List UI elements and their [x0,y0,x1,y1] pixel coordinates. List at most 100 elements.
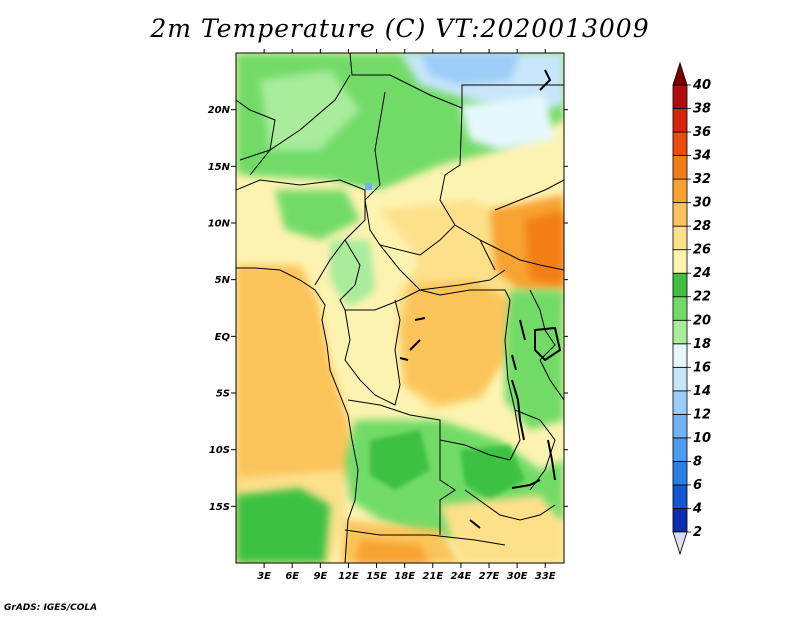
colorbar-label: 18 [693,337,711,352]
colorbar-segment [672,366,688,392]
congo-gabon-border [344,299,401,406]
x-tick-label: 21E [422,571,443,582]
x-tick-label: 6E [285,571,299,582]
colorbar-segment [672,202,688,227]
namibia-hot-region [355,540,430,563]
colorbar-label: 22 [693,290,711,305]
libya-egypt-border [349,53,463,109]
cameroon-green-region [330,240,375,310]
east-africa-green-region [505,290,564,430]
atlantic-warm-region [236,265,355,495]
colorbar-label: 36 [693,125,711,140]
colorbar-label: 2 [693,525,702,540]
angola-zambia-border [439,440,456,535]
colorbar-label: 34 [693,149,711,164]
coastline-west [236,267,359,563]
colorbar-segment [672,343,688,368]
lake-chad-dot [365,183,372,190]
map-frame [235,52,565,564]
colorbar-segment [672,437,688,462]
sudd-wetland [539,69,552,91]
colorbar-segment [672,296,688,321]
colorbar-segment [672,319,688,345]
y-tick-label: 10S [209,445,230,456]
chad-niger-border [239,74,351,161]
x-tick-label: 15E [366,571,387,582]
temperature-field [236,53,564,563]
x-tick-label: 27E [479,571,500,582]
chad-east-border [364,91,456,256]
sahara-light-green-patches [260,70,360,150]
colorbar-label: 28 [693,219,711,234]
colorbar-segment [672,249,688,274]
colorbar-segment [672,108,688,133]
kenya-uganda-border [529,289,564,401]
west-africa-green-region [275,190,360,240]
x-tick-label: 3E [257,571,271,582]
colorbar-label: 10 [693,431,711,446]
drc-east-border [504,299,521,461]
colorbar-segment [672,225,688,251]
x-tick-label: 24E [451,571,472,582]
lake-victoria [534,326,562,362]
y-tick-label: 15S [209,502,230,513]
colorbar-segment [672,508,688,533]
x-tick-label: 30E [507,571,528,582]
south-sudan-border [479,239,564,271]
colorbar-label: 24 [693,266,711,281]
x-tick-label: 12E [338,571,359,582]
colorbar-segment [672,390,688,415]
colorbar-label: 20 [693,313,711,328]
egypt-sudan-border [461,84,564,108]
y-tick-label: EQ [215,332,231,343]
southern-africa-dark-green-patches [370,430,430,490]
colorbar-label: 12 [693,407,711,422]
botswana-yellow-region [440,495,564,563]
colorbar-label: 8 [693,454,702,469]
colorbar-segment [672,84,688,109]
south-sudan-hottest-region [525,210,564,285]
colorbar-label: 30 [693,196,711,211]
colorbar-label: 32 [693,172,711,187]
sudan-light-blue-patch [460,95,555,150]
colorbar-label: 16 [693,360,711,375]
egypt-blue-patch [420,53,520,85]
country-borders [236,53,564,563]
y-tick-label: 5S [216,389,230,400]
lake-malawi [547,439,556,481]
colorbar-label: 40 [692,78,711,93]
colorbar-segment [672,155,688,180]
colorbar-segment [672,484,688,509]
y-axis: 20N 15N 10N 5N EQ 5S 10S 15S [208,105,568,513]
x-axis: 3E 6E 9E 12E 15E 18E 21E 24E 27E 30E 33E [257,49,556,582]
angola-namibia-border [344,529,506,546]
zambia-southern-border [464,489,556,521]
y-tick-label: 10N [208,219,231,230]
ethiopia-border [494,179,564,211]
lake-kariba [511,479,541,489]
colorbar-segment [672,272,688,298]
colorbar-segment [672,461,688,486]
colorbar-lower-arrow [672,531,688,556]
map-title: 2m Temperature (C) VT:2020013009 [150,14,650,43]
y-tick-label: 15N [208,162,231,173]
drc-north-border [419,289,511,301]
colorbar-label: 26 [693,243,711,258]
colorbar-label: 14 [693,384,711,399]
okavango [469,519,481,529]
colorbar-segment [672,413,688,439]
colorbar-label: 38 [693,102,711,117]
colorbar-segment [672,131,688,156]
drc-angola-border [347,399,511,461]
colorbar-upper-arrow [672,61,688,86]
zambia-dark-green-patch [460,445,525,500]
x-tick-label: 9E [313,571,327,582]
congo-river-marks [399,317,426,361]
y-tick-label: 5N [215,275,231,286]
congo-basin-orange-region [400,280,510,405]
lake-edward-kivu [511,354,517,371]
grads-credit: GrADS: IGES/COLA [4,603,98,613]
lake-tanganyika [511,379,525,441]
car-border [379,244,506,291]
